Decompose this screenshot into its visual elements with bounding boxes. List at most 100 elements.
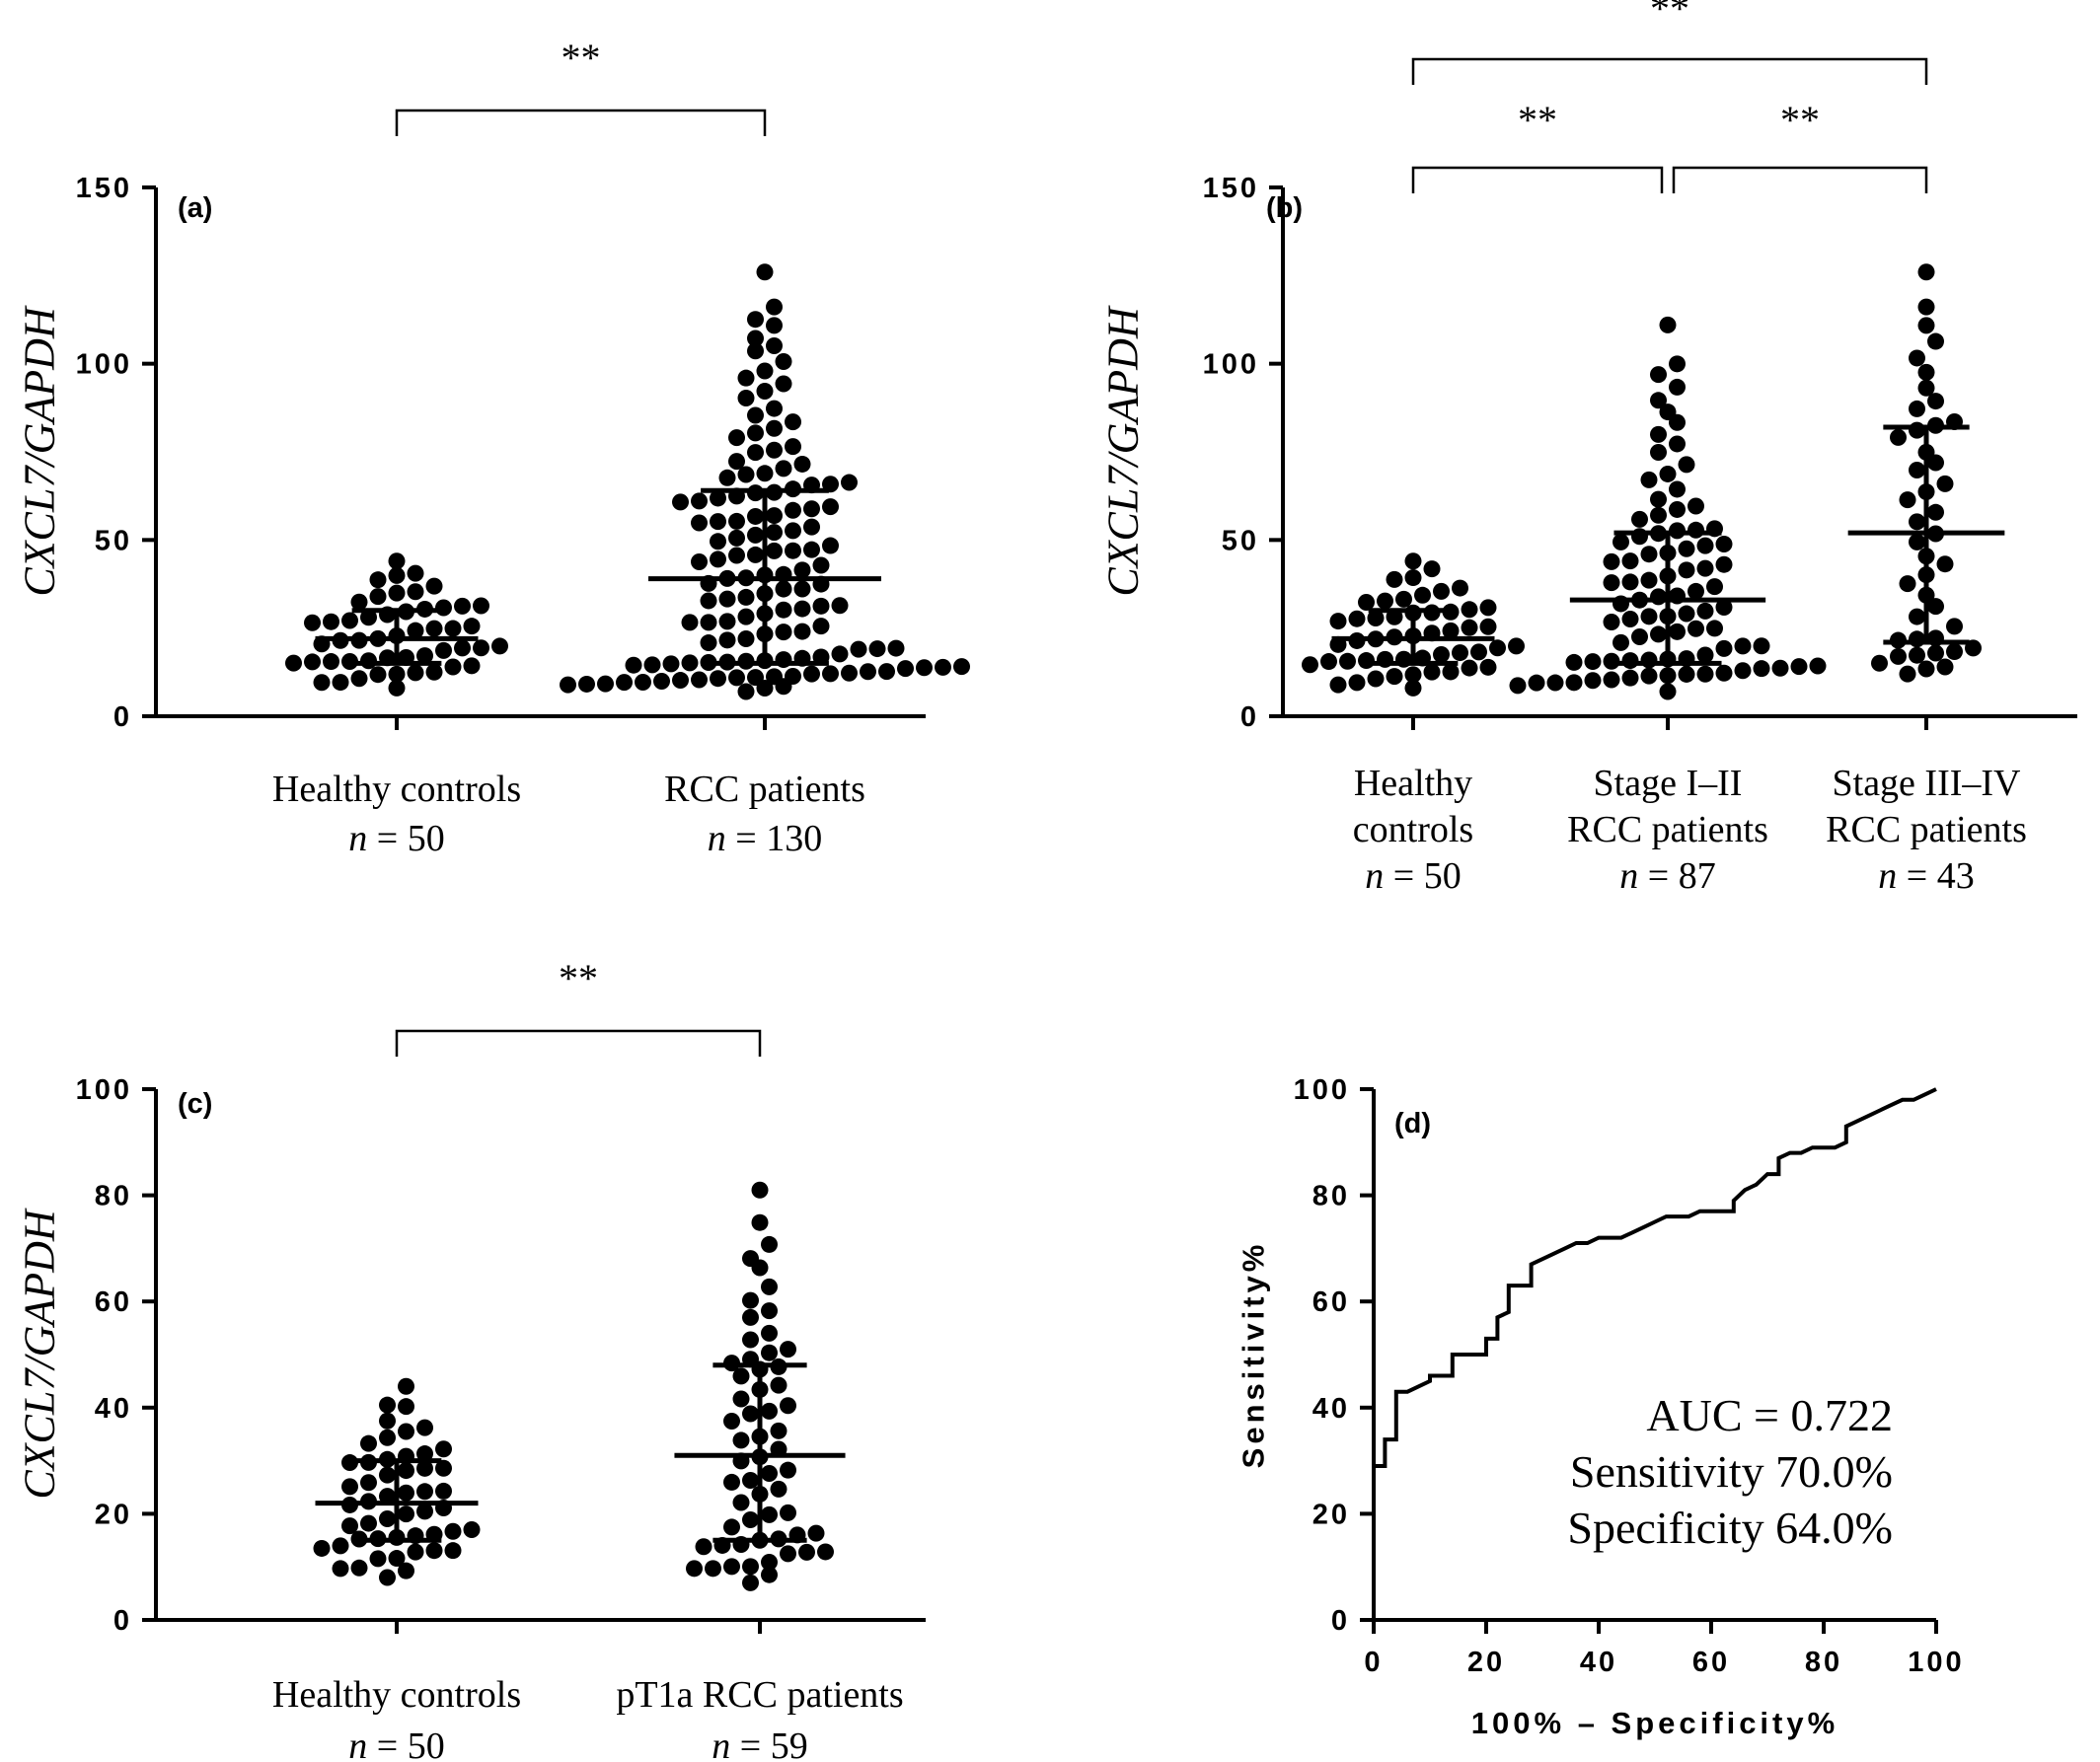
data-point — [416, 1503, 433, 1520]
data-point — [643, 656, 661, 674]
data-point — [1927, 598, 1944, 616]
data-point — [766, 337, 783, 355]
n-value: = 50 — [367, 818, 444, 859]
data-point — [1936, 555, 1954, 573]
data-point — [691, 492, 708, 510]
data-point — [785, 542, 801, 559]
data-point — [732, 1367, 750, 1385]
data-point — [756, 263, 774, 281]
data-point — [616, 674, 633, 692]
data-point — [766, 668, 783, 686]
data-point — [1909, 421, 1925, 439]
stats-annotation: Specificity 64.0% — [1567, 1503, 1893, 1553]
data-point — [1565, 653, 1583, 671]
category-label: controls — [1353, 809, 1473, 850]
data-point — [747, 342, 764, 360]
data-point — [732, 1390, 750, 1408]
data-point — [1927, 393, 1944, 410]
data-point — [1715, 664, 1733, 682]
data-point — [1917, 263, 1935, 281]
y-axis-label: CXCL7/GAPDH — [16, 1208, 64, 1500]
data-point — [1669, 355, 1686, 373]
data-point — [691, 514, 708, 532]
data-point — [822, 665, 839, 683]
data-point — [1715, 536, 1733, 553]
data-point — [360, 652, 377, 670]
data-point — [710, 533, 726, 551]
data-point — [398, 1462, 414, 1480]
data-point — [1678, 605, 1695, 623]
category-label: n = 50 — [348, 818, 444, 859]
data-point — [700, 614, 717, 631]
data-point — [1621, 611, 1639, 628]
data-point — [742, 1558, 759, 1576]
data-point — [766, 298, 783, 316]
data-point — [916, 659, 933, 677]
n-symbol: n — [1365, 855, 1384, 897]
data-point — [761, 1505, 778, 1523]
data-point — [742, 1331, 759, 1349]
y-tick-label: 100 — [76, 1074, 132, 1106]
data-point — [751, 1181, 769, 1199]
data-point — [350, 1559, 368, 1577]
x-tick-label: 80 — [1805, 1647, 1842, 1678]
dot-plot-panel: 0 50 100 150 CXCL7/GAPDH (b) Healthy controls n … — [1099, 0, 2077, 897]
data-point — [728, 429, 745, 447]
n-symbol: n — [708, 818, 726, 859]
data-point — [686, 1560, 703, 1578]
data-point — [369, 666, 387, 684]
data-point — [807, 1524, 825, 1542]
data-point — [1461, 619, 1478, 636]
data-point — [761, 1566, 778, 1583]
data-point — [1669, 623, 1686, 640]
data-point — [1452, 579, 1468, 597]
data-point — [1612, 533, 1629, 551]
data-point — [1871, 654, 1888, 672]
data-point — [737, 608, 755, 625]
data-point — [1612, 633, 1629, 651]
data-point — [756, 680, 774, 697]
significance-label: ** — [1780, 98, 1820, 142]
y-tick-label: 100 — [1294, 1074, 1350, 1106]
data-point — [761, 1324, 778, 1342]
data-point — [770, 1480, 788, 1498]
data-point — [742, 1510, 759, 1528]
data-point — [1659, 465, 1677, 482]
category-label: Healthy controls — [272, 769, 521, 810]
data-point — [1927, 503, 1944, 521]
data-point — [407, 664, 424, 682]
data-point — [1650, 366, 1667, 384]
data-point — [435, 1482, 452, 1500]
data-point — [822, 537, 839, 554]
n-value: = 59 — [730, 1725, 807, 1762]
data-point — [1688, 620, 1704, 637]
data-point — [379, 1466, 396, 1484]
data-point — [817, 1543, 834, 1561]
data-point — [887, 639, 905, 657]
n-symbol: n — [712, 1725, 730, 1762]
data-point — [1404, 679, 1422, 697]
data-point — [672, 672, 689, 690]
data-point — [1917, 317, 1935, 334]
data-point — [785, 522, 801, 540]
n-value: = 130 — [726, 818, 822, 859]
y-tick-label: 40 — [1312, 1393, 1350, 1425]
data-point — [1917, 298, 1935, 316]
y-tick-label: 0 — [113, 701, 132, 733]
data-point — [435, 1459, 452, 1477]
category-label: n = 50 — [348, 1725, 444, 1762]
data-point — [416, 1419, 433, 1436]
x-axis-label: 100% – Specificity% — [1471, 1706, 1838, 1740]
y-tick-label: 100 — [76, 349, 132, 381]
data-point — [770, 1422, 788, 1439]
n-symbol: n — [348, 1725, 367, 1762]
data-point — [723, 1558, 740, 1576]
panel-label: (b) — [1266, 192, 1303, 224]
data-point — [710, 513, 726, 531]
x-tick-label: 40 — [1580, 1647, 1617, 1678]
data-point — [761, 1402, 778, 1420]
data-point — [369, 588, 387, 606]
data-point — [1715, 639, 1733, 657]
category-label: Healthy controls — [272, 1674, 521, 1716]
data-point — [766, 507, 783, 525]
